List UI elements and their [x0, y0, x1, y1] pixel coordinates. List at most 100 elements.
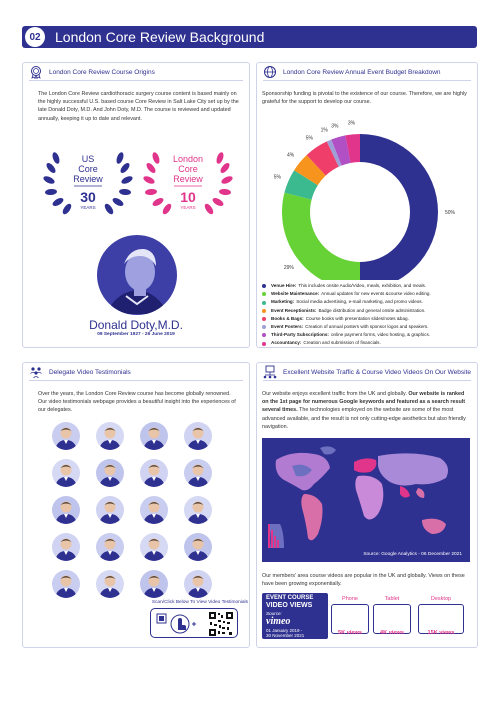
- testimonial-avatar[interactable]: [184, 533, 212, 561]
- pie-label: 3%: [331, 124, 339, 130]
- legend-desc: Creation and submission of financials.: [303, 340, 381, 346]
- person-dates: 09 September 1927 - 26 June 2019: [97, 332, 175, 337]
- legend-item: Venue Hire: This includes onsite Audio/Vi…: [262, 282, 474, 290]
- origins-paragraph: The London Core Review cardiothoracic su…: [38, 91, 239, 122]
- person-silhouette-icon: [55, 538, 77, 561]
- person-silhouette-icon: [187, 501, 209, 524]
- london-badge-unit: YEARS: [180, 205, 195, 210]
- testimonial-avatar[interactable]: [52, 459, 80, 487]
- person-silhouette-icon: [55, 575, 77, 598]
- views-dates-2: 30 November 2021: [266, 633, 305, 638]
- testimonial-avatar[interactable]: [184, 459, 212, 487]
- testimonial-avatar[interactable]: [140, 533, 168, 561]
- person-name: Donald Doty,M.D.: [89, 318, 183, 332]
- traffic-title: Excellent Website Traffic & Course Video…: [283, 368, 471, 376]
- origins-title-bar: London Core Review Course Origins: [23, 63, 249, 81]
- legend-swatch: [262, 325, 266, 330]
- us-badge-number: 30: [80, 189, 96, 205]
- legend-desc: Badge distribution and general onsite ad…: [318, 307, 426, 313]
- person-silhouette-icon: [99, 575, 121, 598]
- legend-swatch: [262, 308, 266, 313]
- budget-paragraph: Sponsorship funding is pivotal to the ex…: [262, 91, 467, 106]
- legend-desc: Social media advertising, e-mail marketi…: [296, 299, 423, 305]
- views-title-1: EVENT COURSE: [266, 595, 314, 601]
- legend-key: Books & Bags:: [271, 315, 304, 321]
- person-silhouette-icon: [143, 427, 165, 450]
- legend-item: Books & Bags: Course books with presentat…: [262, 315, 474, 323]
- scan-label: Scan/Click Below To View Video Testimoni…: [151, 600, 248, 605]
- testimonials-title: Delegate Video Testimonials: [49, 368, 131, 376]
- testimonial-avatar[interactable]: [52, 533, 80, 561]
- london-badge-number: 10: [180, 189, 196, 205]
- pie-label: 5%: [306, 136, 314, 142]
- device-views-phone: 5K views: [338, 630, 362, 636]
- testimonial-avatar[interactable]: [140, 570, 168, 598]
- testimonial-avatar[interactable]: [140, 459, 168, 487]
- legend-item: Event Receptionists: Badge distribution a…: [262, 307, 474, 315]
- legend-item: Third-Party Subscriptions: online payment…: [262, 331, 474, 339]
- pie-label: 1%: [321, 127, 329, 133]
- budget-pie-chart: 50%29%5%4%5%1%3%3%: [274, 120, 456, 280]
- person-silhouette-icon: [187, 575, 209, 598]
- globe-icon: [264, 66, 276, 78]
- person-silhouette-icon: [99, 464, 121, 487]
- testimonial-avatar[interactable]: [140, 496, 168, 524]
- scan-hand-icon: [156, 613, 196, 634]
- laurel-right: [204, 152, 233, 215]
- traffic-p1-start: Our website enjoys excellent traffic fro…: [262, 391, 409, 397]
- testimonial-avatar[interactable]: [96, 422, 124, 450]
- video-views-card: [262, 593, 328, 639]
- london-badge-line3: Review: [173, 174, 203, 184]
- section-title: London Core Review Background: [55, 29, 265, 45]
- testimonial-avatar[interactable]: [52, 422, 80, 450]
- device-views-desktop: 15K views: [427, 630, 455, 636]
- laurel-left: [143, 152, 172, 215]
- legend-desc: Annual updates for new events &course vi…: [321, 291, 431, 297]
- legend-key: Website Maintenance:: [271, 291, 320, 297]
- testimonial-avatar[interactable]: [96, 459, 124, 487]
- award-badge-icon: [31, 66, 41, 79]
- london-core-review-laurel: London Core Review 10 YEARS: [143, 152, 233, 215]
- legend-swatch: [262, 292, 266, 297]
- testimonial-avatar[interactable]: [96, 496, 124, 524]
- us-badge-unit: YEARS: [80, 205, 95, 210]
- testimonial-avatar[interactable]: [96, 570, 124, 598]
- legend-swatch: [262, 341, 266, 346]
- scan-link-button[interactable]: [150, 608, 238, 638]
- testimonial-avatar[interactable]: [52, 570, 80, 598]
- desktop-icon: [418, 604, 464, 634]
- legend-key: Venue Hire:: [271, 283, 297, 288]
- pie-label: 50%: [445, 210, 456, 216]
- person-silhouette-icon: [99, 427, 121, 450]
- traffic-p1-end: The technologies employed on the website…: [262, 407, 466, 430]
- testimonial-avatar[interactable]: [96, 533, 124, 561]
- legend-key: Event Receptionists:: [271, 307, 317, 313]
- person-silhouette-icon: [187, 427, 209, 450]
- legend-swatch: [262, 333, 266, 338]
- legend-item: Website Maintenance: Annual updates for n…: [262, 290, 474, 298]
- legend-desc: This includes onsite Audio/Video, meals,…: [298, 283, 427, 288]
- legend-swatch: [262, 300, 266, 305]
- qr-code-icon: [209, 612, 233, 636]
- testimonial-avatar[interactable]: [184, 570, 212, 598]
- london-badge-line1: London: [173, 154, 203, 164]
- pie-label: 4%: [287, 153, 295, 159]
- us-badge-line1: US: [82, 154, 95, 164]
- donald-doty-portrait: [97, 235, 177, 315]
- us-core-review-laurel: US Core Review 30 YEARS: [43, 152, 133, 215]
- legend-desc: online payment forms, video hosting, & g…: [330, 332, 431, 338]
- legend-swatch: [262, 284, 266, 289]
- testimonial-avatar[interactable]: [140, 422, 168, 450]
- testimonial-avatar[interactable]: [52, 496, 80, 524]
- us-badge-line2: Core: [78, 164, 98, 174]
- legend-item: Accountancy: Creation and submission of f…: [262, 339, 474, 347]
- pie-hole: [310, 162, 410, 262]
- traffic-paragraph-1: Our website enjoys excellent traffic fro…: [262, 390, 472, 431]
- testimonial-avatar[interactable]: [184, 496, 212, 524]
- person-silhouette-icon: [143, 464, 165, 487]
- world-traffic-map: [262, 438, 470, 562]
- person-silhouette-icon: [55, 464, 77, 487]
- person-silhouette-icon: [143, 501, 165, 524]
- person-silhouette-icon: [55, 501, 77, 524]
- testimonial-avatar[interactable]: [184, 422, 212, 450]
